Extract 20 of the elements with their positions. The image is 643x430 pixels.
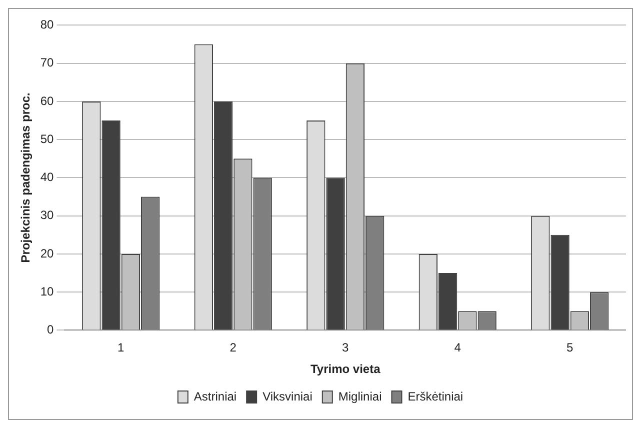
y-tick-label: 50 (40, 132, 54, 146)
legend-label: Erškėtiniai (408, 389, 464, 404)
x-tick-label: 4 (454, 340, 462, 355)
y-tick-label: 0 (47, 322, 54, 337)
y-tick-label: 70 (40, 56, 54, 70)
x-tick-label: 2 (230, 340, 237, 355)
x-tick-label: 1 (118, 340, 125, 355)
x-tick-label: 5 (566, 340, 574, 355)
y-tick-label: 40 (40, 170, 54, 184)
y-tick-label: 60 (40, 94, 54, 108)
legend-label: Viksviniai (262, 389, 312, 404)
y-tick-label: 10 (40, 284, 54, 298)
y-axis-title: Projekcinis padengimas proc. (18, 92, 33, 263)
x-tick-label: 3 (342, 340, 350, 355)
legend-label: Astriniai (194, 389, 237, 404)
x-axis-title: Tyrimo vieta (310, 362, 381, 376)
y-tick-label: 30 (40, 208, 54, 222)
y-tick-label: 20 (40, 246, 54, 260)
y-tick-label: 80 (40, 18, 54, 32)
legend-label: Migliniai (338, 389, 382, 404)
